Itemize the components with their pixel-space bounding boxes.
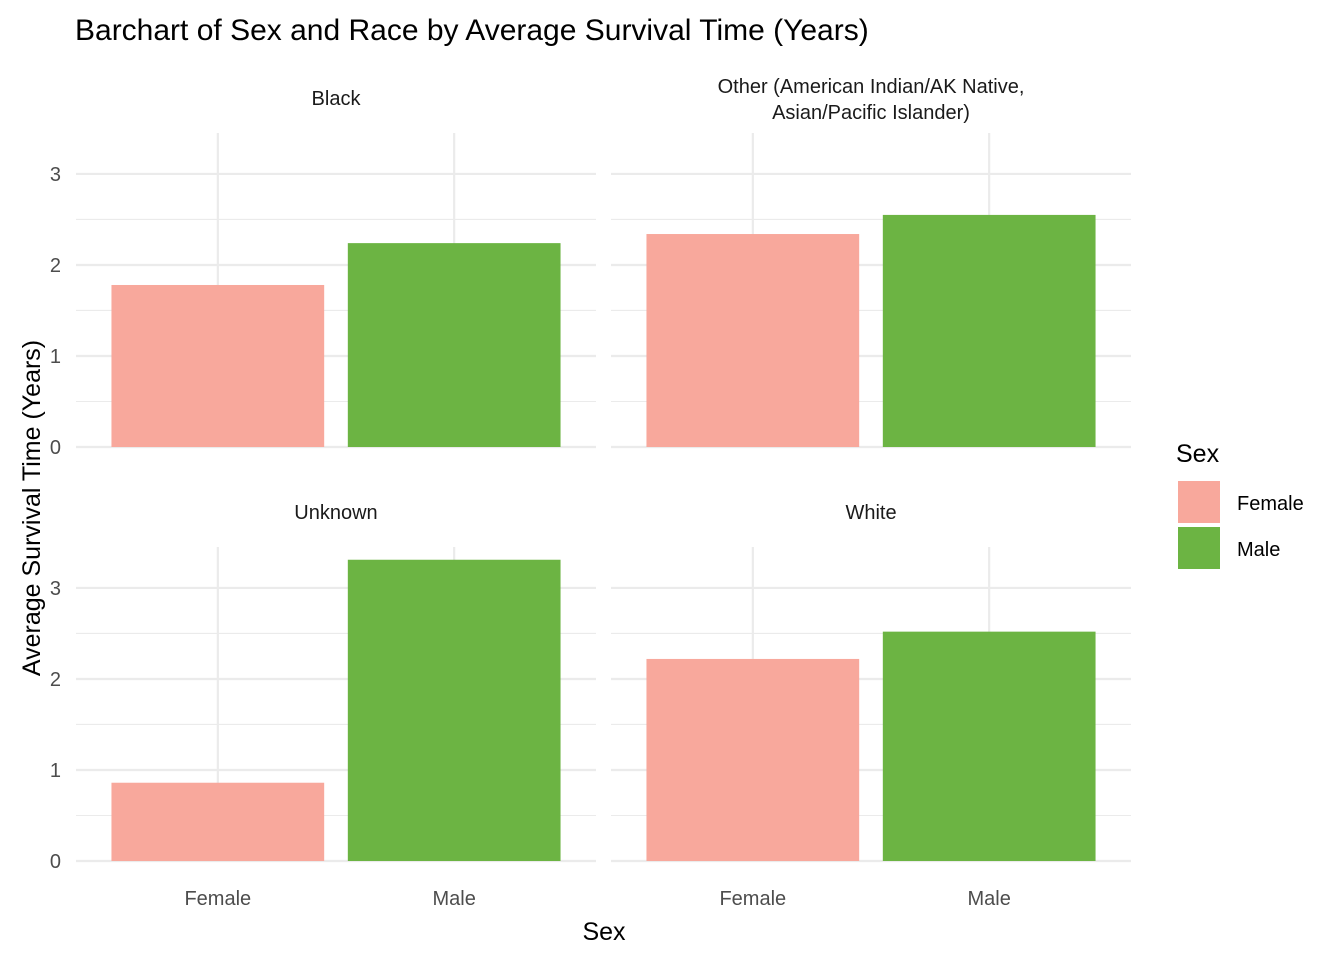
y-tick-label: 3 [50, 164, 61, 186]
bar-male [347, 243, 561, 447]
bar-male [347, 559, 561, 861]
x-tick-label: Female [184, 888, 251, 910]
bar-male [882, 631, 1096, 861]
chart-title: Barchart of Sex and Race by Average Surv… [75, 14, 869, 47]
y-tick-label: 3 [50, 578, 61, 600]
y-tick-label: 2 [50, 669, 61, 691]
bar-female [646, 658, 860, 861]
y-tick-label: 1 [50, 346, 61, 368]
facet-strip-label: Other (American Indian/AK Native, [718, 76, 1025, 98]
y-tick-label: 2 [50, 255, 61, 277]
y-axis-title: Average Survival Time (Years) [18, 340, 46, 676]
bar-female [111, 782, 325, 861]
facet-strip-label: Unknown [294, 502, 377, 524]
y-tick-label: 1 [50, 760, 61, 782]
x-axis-title: Sex [582, 918, 626, 946]
legend-label-female: Female [1237, 493, 1304, 515]
y-tick-label: 0 [50, 851, 61, 873]
x-tick-label: Female [719, 888, 786, 910]
x-tick-label: Male [968, 888, 1011, 910]
facet-strip-label: White [845, 502, 896, 524]
y-tick-label: 0 [50, 437, 61, 459]
legend: Sex Female Male [1176, 440, 1304, 569]
legend-title: Sex [1176, 440, 1220, 468]
bar-female [646, 234, 860, 447]
facet-strip-label: Asian/Pacific Islander) [772, 102, 970, 124]
legend-key-female [1178, 481, 1220, 523]
bar-female [111, 284, 325, 447]
legend-label-male: Male [1237, 539, 1280, 561]
facet-panels: 0 1 2 3 Black Other (American Indian/AK Nativ… [50, 76, 1131, 910]
x-tick-label: Male [433, 888, 476, 910]
bar-male [882, 214, 1096, 447]
facet-strip-label: Black [312, 88, 362, 110]
legend-key-male [1178, 527, 1220, 569]
